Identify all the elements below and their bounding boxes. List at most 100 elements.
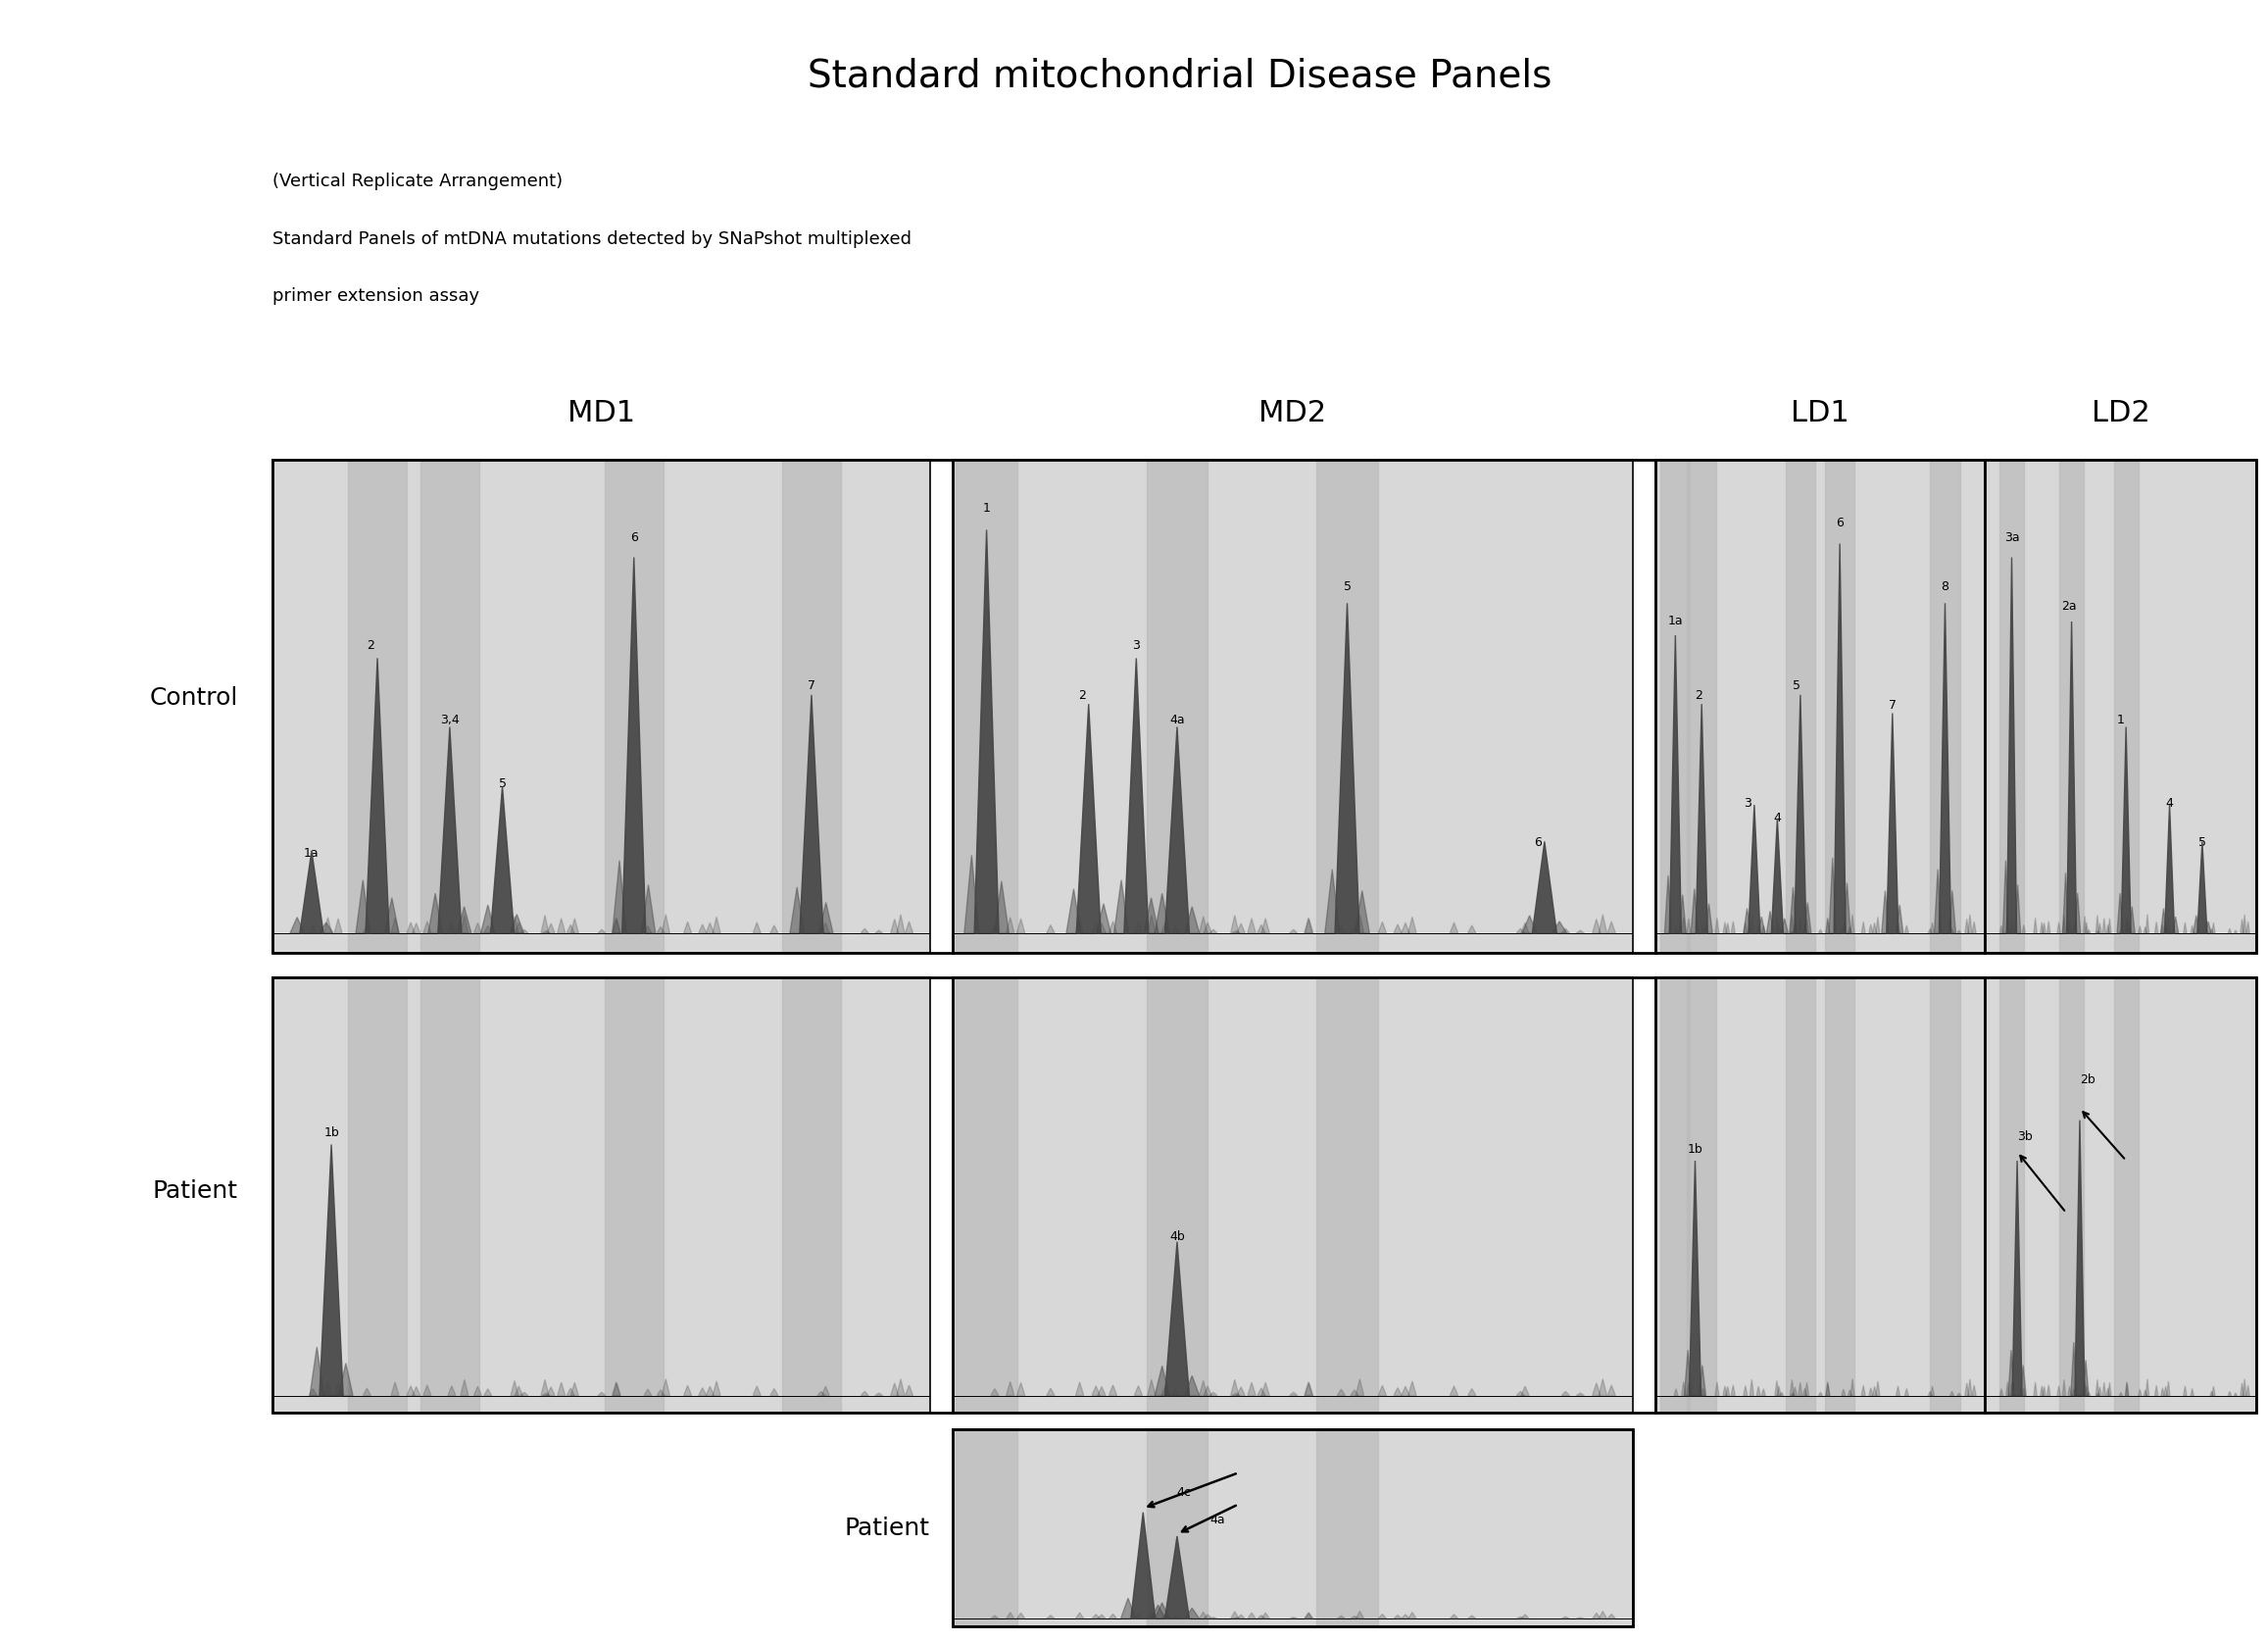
Polygon shape	[2075, 894, 2080, 933]
Polygon shape	[1805, 1382, 1810, 1395]
Polygon shape	[1166, 726, 1188, 933]
Polygon shape	[2241, 918, 2243, 933]
Polygon shape	[1522, 1615, 1529, 1618]
Text: 5: 5	[1794, 679, 1801, 692]
Polygon shape	[862, 928, 869, 933]
Polygon shape	[386, 897, 399, 933]
Polygon shape	[1969, 1378, 1971, 1395]
Polygon shape	[2234, 930, 2236, 933]
Bar	[782, 460, 841, 953]
Polygon shape	[519, 930, 528, 933]
Polygon shape	[2211, 923, 2216, 933]
Polygon shape	[1715, 918, 1719, 933]
Polygon shape	[2034, 918, 2037, 933]
Polygon shape	[1148, 915, 1157, 933]
Bar	[1148, 1429, 1209, 1627]
Polygon shape	[1674, 1388, 1678, 1395]
Polygon shape	[1771, 818, 1783, 933]
Polygon shape	[572, 918, 578, 933]
Polygon shape	[2125, 918, 2127, 933]
Polygon shape	[2062, 1380, 2066, 1395]
Polygon shape	[1095, 904, 1111, 933]
Polygon shape	[1304, 1612, 1313, 1618]
Polygon shape	[1247, 1613, 1256, 1618]
Polygon shape	[753, 1387, 760, 1395]
Text: 7: 7	[1889, 698, 1896, 711]
Polygon shape	[1724, 1387, 1726, 1395]
Polygon shape	[816, 928, 826, 933]
Polygon shape	[1599, 1378, 1608, 1395]
Polygon shape	[1794, 1387, 1796, 1395]
Bar	[957, 460, 1016, 953]
Polygon shape	[1665, 876, 1672, 933]
Polygon shape	[1608, 1613, 1615, 1618]
Polygon shape	[1247, 918, 1256, 933]
Polygon shape	[1150, 1605, 1166, 1618]
Polygon shape	[1862, 922, 1864, 933]
Text: 1b: 1b	[1687, 1144, 1703, 1157]
Polygon shape	[1120, 1599, 1136, 1618]
Polygon shape	[1134, 1615, 1143, 1618]
Polygon shape	[1356, 915, 1363, 933]
Polygon shape	[612, 1383, 621, 1395]
Text: Patient: Patient	[152, 1180, 238, 1203]
Polygon shape	[1592, 918, 1601, 933]
Polygon shape	[1678, 895, 1685, 933]
Polygon shape	[1928, 1392, 1932, 1395]
Bar	[2059, 978, 2084, 1413]
Polygon shape	[1681, 1382, 1685, 1395]
Text: 3b: 3b	[2019, 1130, 2032, 1144]
Polygon shape	[1402, 923, 1408, 933]
Polygon shape	[1780, 1392, 1783, 1395]
Polygon shape	[1161, 1615, 1170, 1618]
Polygon shape	[816, 1392, 826, 1395]
Polygon shape	[460, 915, 469, 933]
Polygon shape	[1173, 1615, 1179, 1618]
Polygon shape	[2007, 1351, 2014, 1395]
Polygon shape	[1379, 1613, 1386, 1618]
Polygon shape	[1007, 917, 1014, 933]
Polygon shape	[1873, 923, 1876, 933]
Polygon shape	[1803, 1388, 1808, 1395]
Polygon shape	[1701, 925, 1706, 933]
Polygon shape	[413, 923, 420, 933]
Polygon shape	[2184, 922, 2186, 933]
Text: 2: 2	[367, 639, 374, 652]
Polygon shape	[1862, 1385, 1864, 1395]
Polygon shape	[510, 914, 524, 933]
Polygon shape	[1896, 905, 1903, 933]
Polygon shape	[1551, 922, 1567, 933]
Polygon shape	[542, 1393, 551, 1395]
Polygon shape	[2062, 915, 2066, 933]
Polygon shape	[2116, 894, 2123, 933]
Polygon shape	[644, 927, 651, 933]
Polygon shape	[1835, 544, 1846, 933]
Polygon shape	[1467, 1388, 1476, 1395]
Polygon shape	[1762, 1388, 1765, 1395]
Polygon shape	[1522, 915, 1538, 933]
Polygon shape	[819, 902, 832, 933]
Polygon shape	[1449, 1387, 1458, 1395]
Polygon shape	[1842, 1390, 1846, 1395]
Polygon shape	[1166, 1536, 1188, 1618]
Polygon shape	[2146, 915, 2150, 933]
Polygon shape	[2209, 1392, 2214, 1395]
Polygon shape	[2139, 1390, 2141, 1395]
Polygon shape	[1792, 930, 1794, 933]
Text: 6: 6	[1533, 836, 1542, 849]
Polygon shape	[308, 925, 318, 933]
Polygon shape	[991, 925, 998, 933]
Polygon shape	[712, 1382, 721, 1395]
Bar	[1930, 460, 1960, 953]
Polygon shape	[1533, 841, 1556, 933]
Polygon shape	[1576, 1393, 1585, 1395]
Polygon shape	[964, 854, 980, 933]
Polygon shape	[612, 861, 626, 933]
Polygon shape	[1692, 889, 1699, 933]
Polygon shape	[1819, 930, 1823, 933]
Polygon shape	[1402, 1615, 1408, 1618]
Polygon shape	[1674, 925, 1678, 933]
Polygon shape	[1304, 1383, 1313, 1395]
Polygon shape	[1077, 703, 1100, 933]
Polygon shape	[1247, 1382, 1256, 1395]
